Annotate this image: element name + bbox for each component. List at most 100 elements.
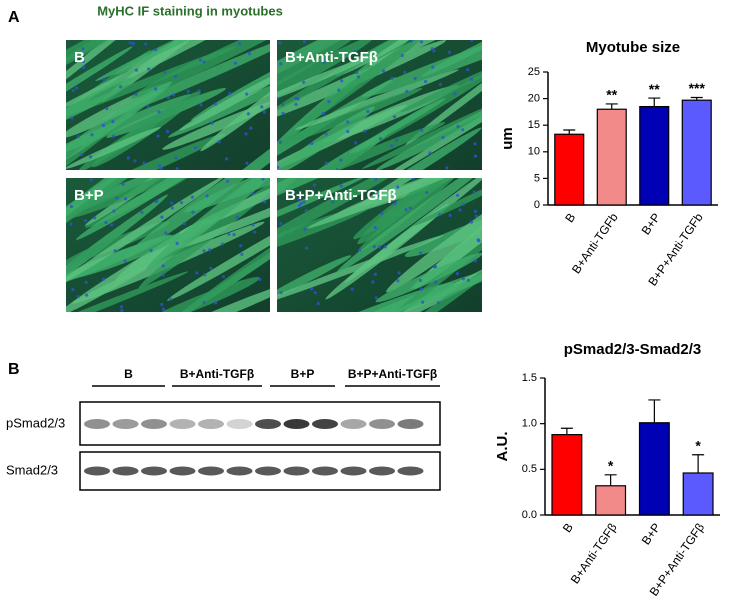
y-tick-label: 5 [534,172,540,184]
nucleus [154,48,158,52]
nucleus [81,59,85,63]
nucleus [261,178,265,181]
myotube [76,178,227,240]
nucleus [302,80,306,84]
nucleus [436,301,441,305]
nucleus [163,70,167,75]
nucleus [146,104,150,108]
nucleus [175,241,179,245]
nucleus [221,275,226,279]
error-bar [605,103,618,110]
nucleus [248,52,252,56]
myotube [95,40,239,82]
nucleus [473,259,478,263]
nucleus [159,167,163,170]
nucleus [214,301,218,305]
nucleus [432,49,436,53]
nucleus [142,161,146,165]
significance: *** [689,80,706,96]
nucleus [393,202,397,206]
y-tick-label: 20 [528,93,540,105]
nucleus [195,271,199,275]
band [141,419,167,429]
myotube [66,178,173,254]
nucleus [245,92,249,96]
nucleus [173,74,178,78]
nucleus [474,214,478,218]
nucleus [353,50,357,54]
myotube [130,40,270,99]
y-tick-label: 10 [528,146,540,158]
nucleus [157,110,161,114]
nucleus [324,161,328,165]
nucleus [81,65,86,69]
band [369,419,395,429]
nucleus [102,277,106,281]
nucleus [346,129,350,134]
image-label: B+Anti-TGFβ [285,49,378,66]
nucleus [220,242,225,246]
nucleus [147,67,151,71]
nucleus [235,215,239,219]
nucleus [134,68,138,72]
myotube [179,66,270,131]
nucleus [119,305,124,309]
nucleus [182,221,186,226]
nucleus [227,232,231,236]
myotube [277,178,387,219]
nucleus [202,249,206,253]
nucleus [111,134,116,138]
western-blot: B B+Anti-TGFβ B+P B+P+Anti-TGFβ pSmad2/3 Smad… [6,367,441,491]
nucleus [278,41,282,45]
myotube [277,56,372,110]
nucleus [418,278,423,283]
nucleus [156,134,160,138]
nucleus [245,161,249,165]
myotube [336,178,482,273]
myotube [87,133,226,170]
y-axis-label: um [499,127,516,150]
micrograph: B [66,40,270,170]
nucleus [225,157,229,161]
nucleus [198,58,203,62]
nucleus [389,144,394,148]
nucleus [294,96,298,100]
nucleus [113,249,117,253]
nucleus [458,208,462,212]
myotube [277,40,360,115]
nucleus [453,92,457,96]
y-axis-label: A.U. [494,432,511,462]
nucleus [339,184,343,188]
myotube [373,240,482,312]
nucleus [102,77,106,82]
nucleus [374,190,378,194]
myotube [386,191,482,293]
band [112,419,139,429]
nucleus [246,112,251,116]
bar [638,422,670,516]
myotube [298,40,425,127]
image-label: B+P+Anti-TGFβ [285,187,397,204]
nucleus [466,278,471,282]
nucleus [84,280,88,284]
nucleus [262,110,267,114]
nucleus [383,245,387,249]
band [84,419,110,429]
nucleus [160,302,164,306]
bar [554,133,585,206]
nucleus [71,288,75,292]
nucleus [76,134,80,139]
nucleus [377,245,382,249]
nucleus [366,109,370,114]
nucleus [419,40,424,44]
nucleus [154,200,158,204]
nucleus [209,266,213,270]
micrograph: B+P [66,178,270,312]
myotube [277,106,375,170]
micrograph-content [277,178,482,312]
nucleus [210,121,214,125]
nucleus [380,211,384,215]
myotube [187,102,270,170]
nucleus [69,222,73,226]
myotube [66,40,187,115]
